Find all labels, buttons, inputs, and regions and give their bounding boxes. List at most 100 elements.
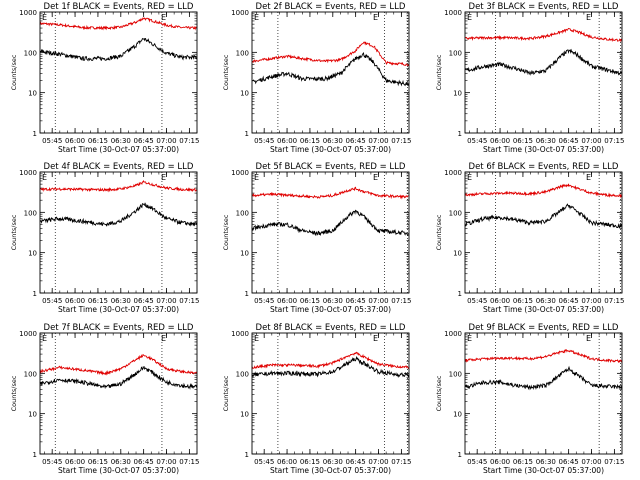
lld-series-line [39, 353, 198, 376]
events-series-line [464, 203, 623, 229]
x-axis-label: Start Time (30-Oct-07 05:37:00) [483, 305, 604, 314]
plot-frame [251, 332, 410, 455]
y-tick-label: 1 [33, 130, 37, 138]
y-tick-label: 100 [24, 209, 37, 217]
x-tick-label: 06:15 [300, 458, 320, 466]
flag-label: E [373, 13, 378, 22]
x-tick-label: 06:45 [346, 297, 366, 305]
x-tick-label: 06:15 [300, 137, 320, 145]
flag-label: E [467, 334, 472, 343]
x-tick-label: 07:00 [156, 137, 176, 145]
y-tick-label: 1000 [231, 330, 249, 338]
x-tick-label: 06:15 [300, 297, 320, 305]
x-axis-label: Start Time (30-Oct-07 05:37:00) [270, 466, 391, 475]
x-tick-label: 06:30 [111, 458, 131, 466]
y-tick-label: 10 [453, 90, 462, 98]
flag-label: E [373, 173, 378, 182]
x-tick-label: 06:30 [536, 137, 556, 145]
lld-series-line [464, 349, 623, 363]
x-tick-label: 06:45 [134, 137, 154, 145]
x-tick-label: 07:00 [156, 458, 176, 466]
y-tick-label: 1 [33, 451, 37, 459]
x-tick-label: 07:15 [604, 137, 624, 145]
y-axis-label: Counts/sec [222, 214, 230, 250]
x-tick-label: 06:15 [88, 297, 108, 305]
flag-label: E [467, 13, 472, 22]
flag-label: E [254, 173, 259, 182]
y-tick-label: 1 [458, 130, 462, 138]
x-tick-label: 05:45 [467, 458, 487, 466]
x-tick-label: 07:00 [368, 458, 388, 466]
y-axis-label: Counts/sec [435, 214, 443, 250]
x-tick-label: 07:15 [391, 137, 411, 145]
panel-title: Det 3f BLACK = Events, RED = LLD [469, 2, 619, 12]
x-tick-label: 05:45 [254, 297, 274, 305]
x-tick-label: 07:00 [581, 297, 601, 305]
x-tick-label: 07:15 [604, 458, 624, 466]
x-tick-label: 06:30 [323, 297, 343, 305]
x-tick-label: 05:45 [42, 297, 62, 305]
y-tick-label: 1 [458, 451, 462, 459]
events-series-line [39, 366, 198, 390]
y-tick-label: 1000 [444, 330, 462, 338]
x-tick-label: 06:15 [88, 458, 108, 466]
y-tick-label: 1 [458, 290, 462, 298]
x-tick-label: 06:15 [513, 297, 533, 305]
y-tick-label: 100 [449, 370, 462, 378]
y-tick-label: 1 [245, 130, 249, 138]
y-tick-label: 1000 [444, 169, 462, 177]
y-tick-label: 1000 [231, 169, 249, 177]
y-tick-label: 1 [245, 451, 249, 459]
x-axis-label: Start Time (30-Oct-07 05:37:00) [270, 305, 391, 314]
flag-label: E [586, 173, 591, 182]
y-tick-label: 100 [449, 209, 462, 217]
detector-panel-4: Det 4f BLACK = Events, RED = LLD Counts/s… [10, 162, 199, 314]
plot-frame [464, 171, 623, 294]
events-series-line [251, 355, 410, 378]
events-series-line [251, 51, 410, 87]
y-tick-label: 100 [236, 209, 249, 217]
x-tick-label: 06:30 [536, 297, 556, 305]
detector-panel-6: Det 6f BLACK = Events, RED = LLD Counts/s… [435, 162, 624, 314]
y-tick-label: 1000 [19, 9, 37, 17]
x-tick-label: 07:00 [581, 458, 601, 466]
x-tick-label: 06:45 [559, 458, 579, 466]
x-axis-label: Start Time (30-Oct-07 05:37:00) [58, 305, 179, 314]
x-tick-label: 06:00 [65, 297, 85, 305]
plot-frame [251, 11, 410, 134]
flag-label: E [254, 334, 259, 343]
panel-title: Det 4f BLACK = Events, RED = LLD [44, 162, 194, 172]
y-tick-label: 100 [449, 49, 462, 57]
plot-frame [464, 11, 623, 134]
x-tick-label: 06:15 [513, 458, 533, 466]
x-tick-label: 07:00 [368, 137, 388, 145]
x-tick-label: 07:15 [391, 458, 411, 466]
x-axis-label: Start Time (30-Oct-07 05:37:00) [58, 466, 179, 475]
x-axis-label: Start Time (30-Oct-07 05:37:00) [483, 466, 604, 475]
y-axis-label: Counts/sec [222, 375, 230, 411]
flag-label: E [467, 173, 472, 182]
detector-panel-2: Det 2f BLACK = Events, RED = LLD Counts/s… [222, 2, 411, 154]
x-tick-label: 07:15 [391, 297, 411, 305]
y-axis-label: Counts/sec [435, 375, 443, 411]
flag-label: E [161, 334, 166, 343]
y-axis-label: Counts/sec [435, 54, 443, 90]
y-tick-label: 10 [240, 90, 249, 98]
lld-series-line [252, 41, 410, 67]
detector-panel-8: Det 8f BLACK = Events, RED = LLD Counts/s… [222, 323, 411, 475]
x-axis-label: Start Time (30-Oct-07 05:37:00) [483, 145, 604, 154]
x-tick-label: 07:00 [156, 297, 176, 305]
x-tick-label: 07:15 [179, 297, 199, 305]
panel-title: Det 8f BLACK = Events, RED = LLD [256, 323, 406, 333]
x-tick-label: 05:45 [42, 458, 62, 466]
x-tick-label: 06:00 [277, 137, 297, 145]
y-axis-label: Counts/sec [10, 375, 18, 411]
y-tick-label: 1 [33, 290, 37, 298]
x-tick-label: 07:00 [581, 137, 601, 145]
y-tick-label: 10 [28, 90, 37, 98]
plot-frame [39, 171, 198, 294]
events-series-line [251, 209, 409, 237]
y-axis-label: Counts/sec [10, 54, 18, 90]
flag-label: E [586, 334, 591, 343]
